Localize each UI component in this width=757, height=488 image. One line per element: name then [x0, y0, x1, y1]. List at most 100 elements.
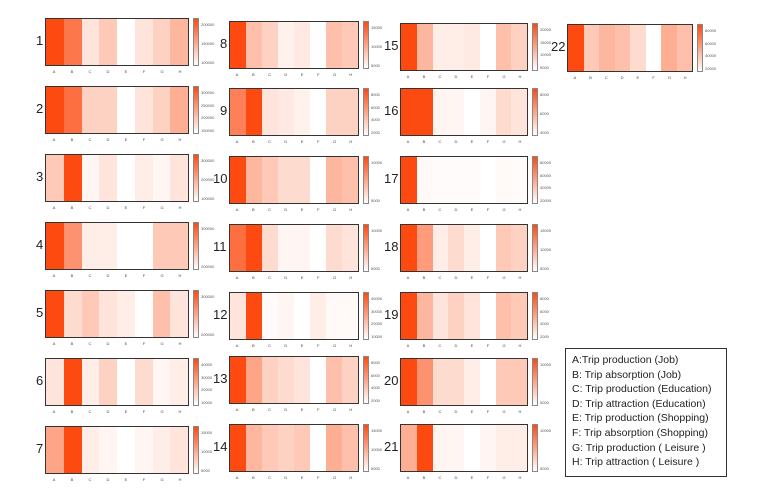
heatmap-cell-F [479, 225, 496, 271]
colorbar-tick-label: 10000 [371, 44, 383, 49]
heatmap-cell-A [401, 225, 417, 271]
legend: A:Trip production (Job) B: Trip absorpti… [565, 348, 727, 477]
legend-entry-g: G: Trip production ( Leisure ) [572, 441, 706, 454]
x-tick-label: E [300, 207, 304, 212]
x-tick-label: D [454, 409, 458, 414]
heatmap-cell-D [278, 157, 294, 203]
x-tick-label: C [88, 477, 92, 482]
x-tick-label: E [124, 477, 128, 482]
heatmap-cell-A [568, 25, 584, 71]
x-tick-label: G [160, 273, 164, 278]
heatmap-cell-E [464, 89, 480, 135]
x-tick-label: H [518, 409, 522, 414]
colorbar-tick-label: 6000 [371, 104, 380, 110]
x-tick-label: A [52, 273, 56, 278]
heatmap-cell-A [46, 87, 64, 133]
heatmap-cell-H [511, 157, 527, 203]
x-tick-label: G [160, 341, 164, 346]
heatmap-cell-B [246, 425, 262, 471]
x-tick-label: F [486, 343, 490, 348]
x-tick-label: F [486, 409, 490, 414]
panel-number: 8 [220, 36, 228, 51]
x-tick-label: F [317, 139, 320, 144]
colorbar-tick-label: 100000 [201, 60, 215, 65]
x-tick-label: A [573, 75, 577, 80]
x-tick-label: A [406, 275, 410, 280]
x-tick-label: E [300, 72, 304, 77]
x-tick-label: F [142, 409, 146, 414]
x-tick-label: F [142, 273, 146, 278]
heatmap-cell-A [46, 427, 64, 473]
x-tick-label: C [268, 343, 272, 348]
x-tick-label: E [124, 409, 128, 414]
x-tick-label: D [284, 275, 288, 280]
heatmap-strip [400, 358, 528, 406]
heatmap-cell-E [117, 291, 135, 337]
heatmap-cell-H [170, 87, 188, 133]
colorbar-tick-label: 5000 [540, 266, 549, 271]
colorbar-tick-label: 5000 [540, 400, 549, 405]
x-tick-label: E [470, 475, 474, 480]
heatmap-cell-F [479, 24, 496, 70]
panel-number: 5 [36, 305, 44, 320]
heatmap-cell-E [464, 24, 480, 70]
colorbar-tick-label: 20000 [705, 66, 717, 71]
panel-number: 3 [36, 169, 44, 184]
x-tick-label: H [349, 72, 353, 77]
heatmap-cell-F [134, 291, 153, 337]
heatmap-cell-A [46, 19, 64, 65]
heatmap-cell-C [81, 359, 100, 405]
heatmap-cell-G [495, 293, 512, 339]
heatmap-strip [400, 292, 528, 340]
colorbar-tick-label: 8000 [371, 360, 380, 365]
x-tick-label: B [70, 477, 74, 482]
heatmap-cell-E [464, 425, 480, 471]
colorbar-tick-label: 10000 [540, 52, 552, 58]
colorbar-tick-label: 15000 [371, 428, 383, 433]
x-tick-label: B [422, 74, 426, 79]
colorbar [363, 156, 369, 204]
heatmap-cell-D [278, 357, 294, 403]
heatmap-cell-B [246, 357, 262, 403]
heatmap-cell-G [152, 427, 171, 473]
heatmap-cell-E [464, 225, 480, 271]
heatmap-cell-H [511, 225, 527, 271]
x-tick-label: C [88, 273, 92, 278]
colorbar-tick-label: 6000 [540, 111, 549, 116]
colorbar-tick-label: 40000 [371, 296, 383, 301]
heatmap-cell-C [81, 291, 100, 337]
heatmap-cell-B [246, 157, 262, 203]
heatmap-cell-A [401, 425, 417, 471]
heatmap-cell-B [63, 291, 82, 337]
heatmap-cell-E [117, 19, 135, 65]
x-tick-label: B [422, 343, 426, 348]
x-tick-label: A [52, 137, 56, 142]
colorbar [193, 290, 199, 338]
colorbar [363, 424, 369, 472]
heatmap-cell-B [63, 155, 82, 201]
colorbar-tick-label: 300000 [201, 158, 215, 163]
colorbar [532, 88, 538, 136]
x-tick-label: E [124, 69, 128, 74]
x-tick-label: E [470, 343, 474, 348]
x-tick-label: H [518, 207, 522, 212]
colorbar-tick-label: 300000 [201, 90, 215, 95]
x-tick-label: B [252, 275, 255, 280]
x-tick-label: D [106, 137, 110, 142]
x-tick-label: G [160, 205, 164, 210]
heatmap-cell-C [432, 359, 449, 405]
heatmap-strip [229, 156, 359, 204]
heatmap-cell-E [117, 427, 135, 473]
heatmap-cell-G [326, 425, 342, 471]
panel-number: 18 [384, 239, 399, 254]
heatmap-cell-B [63, 223, 82, 269]
x-tick-label: G [502, 275, 506, 280]
x-tick-label: D [454, 275, 458, 280]
heatmap-cell-B [416, 157, 433, 203]
x-tick-label: C [438, 343, 442, 348]
heatmap-strip [229, 292, 359, 340]
legend-entry-f: F: Trip absorption (Shopping) [572, 426, 708, 439]
heatmap-cell-F [645, 25, 661, 71]
heatmap-cell-E [294, 357, 310, 403]
x-tick-label: D [106, 205, 110, 210]
